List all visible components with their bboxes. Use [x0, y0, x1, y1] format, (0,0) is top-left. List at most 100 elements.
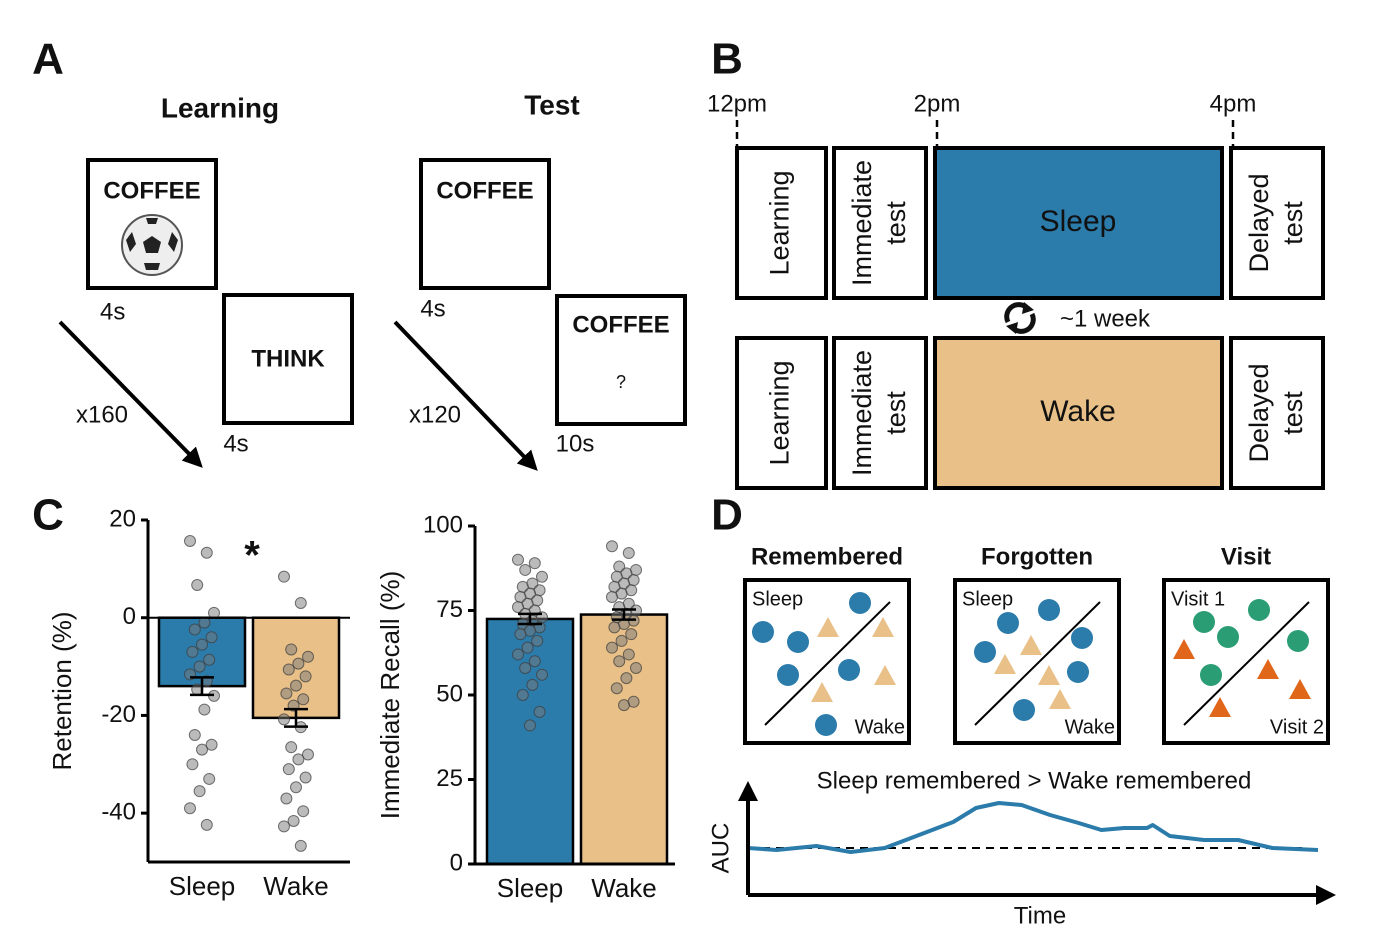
phase-label: test — [881, 391, 911, 435]
subject-point — [297, 693, 310, 706]
divider — [764, 601, 891, 726]
test-title: Test — [524, 89, 580, 120]
item-circle — [752, 621, 774, 643]
panel-letter: D — [711, 491, 743, 540]
subject-point — [287, 814, 300, 827]
subject-point — [278, 820, 290, 833]
subject-point — [198, 616, 211, 629]
subject-point — [294, 839, 307, 852]
duration: 10s — [556, 430, 595, 457]
phase-label: Delayed — [1244, 363, 1274, 462]
subject-point — [200, 546, 213, 559]
subject-point — [618, 699, 630, 712]
subject-point — [292, 753, 305, 766]
subject-point — [297, 805, 310, 818]
subject-point — [531, 634, 544, 647]
subject-point — [299, 771, 312, 784]
subject-point — [620, 672, 633, 685]
time-markers — [735, 120, 1235, 148]
cue-word: COFFEE — [103, 177, 200, 204]
subject-point — [196, 638, 208, 651]
y-tick-label: 0 — [123, 603, 136, 630]
chart-title: Sleep remembered > Wake remembered — [817, 767, 1252, 794]
subject-point — [200, 818, 213, 831]
subject-point — [512, 648, 524, 661]
subject-point — [514, 628, 527, 641]
subject-point — [205, 738, 218, 751]
subject-point — [280, 792, 293, 805]
prompt: ? — [616, 372, 626, 392]
auc-line — [747, 801, 1319, 854]
duration: 4s — [223, 430, 248, 457]
screen — [222, 293, 354, 425]
item-circle — [849, 592, 871, 614]
y-axis-label: Retention (%) — [47, 612, 77, 771]
item-circle — [838, 659, 860, 681]
subject-point — [512, 553, 524, 566]
condition-box — [933, 146, 1224, 300]
arrow — [58, 320, 203, 468]
cue-word: COFFEE — [436, 177, 533, 204]
subject-point — [186, 758, 199, 771]
subject-point — [615, 634, 628, 647]
item-triangle — [1049, 689, 1071, 709]
item-circle — [777, 664, 799, 686]
y-tick-label: 50 — [436, 680, 463, 707]
y-axis-label: Immediate Recall (%) — [375, 571, 405, 820]
phase-label: test — [881, 201, 911, 245]
repetitions: x160 — [76, 401, 128, 428]
y-tick-label: 20 — [109, 505, 136, 532]
subject-point — [524, 719, 536, 732]
subject-point — [536, 668, 548, 681]
subject-point — [606, 540, 618, 553]
subject-point — [622, 648, 635, 661]
x-tick-label: Wake — [263, 871, 329, 901]
subject-point — [302, 650, 314, 663]
y-tick-label: 25 — [436, 765, 463, 792]
subject-point — [536, 570, 548, 583]
phase-label: test — [1278, 201, 1308, 245]
phase-label: Learning — [765, 170, 795, 275]
divider — [1183, 601, 1310, 726]
corner-label: Visit 1 — [1171, 588, 1225, 610]
subject-point — [299, 670, 312, 683]
corner-label: Sleep — [752, 588, 803, 610]
schedule: Learning Immediate test Sleep Delayed testLea… — [735, 146, 1325, 490]
subject-point — [294, 597, 307, 610]
x-tick-label: Sleep — [169, 871, 236, 901]
box-title: Remembered — [751, 543, 903, 570]
x-tick-label: Wake — [591, 873, 657, 903]
subject-point — [285, 643, 298, 656]
item-circle — [974, 641, 996, 663]
subject-point — [278, 713, 290, 726]
subject-point — [528, 655, 541, 668]
item-triangle — [1289, 679, 1311, 699]
duration: 4s — [420, 295, 445, 322]
subject-point — [184, 535, 196, 548]
item-triangle — [872, 617, 894, 637]
subject-point — [519, 563, 532, 576]
panel-letter: B — [711, 35, 743, 84]
ball-icon — [121, 214, 183, 276]
gap-label: ~1 week — [1060, 305, 1151, 332]
item-triangle — [1173, 639, 1195, 659]
subject-point — [188, 728, 201, 741]
schematic-box — [1162, 578, 1330, 745]
significance: * — [244, 534, 260, 578]
screen — [419, 158, 551, 290]
subject-point — [613, 655, 626, 668]
item-triangle — [811, 682, 833, 702]
subject-point — [191, 578, 204, 591]
y-tick-label: -20 — [101, 701, 136, 728]
subject-point — [519, 661, 532, 674]
subject-point — [302, 748, 314, 761]
item-circle — [1287, 630, 1309, 652]
subject-point — [516, 689, 529, 701]
x-tick-label: Sleep — [497, 873, 564, 903]
corner-label: Sleep — [962, 588, 1013, 610]
phase-box — [735, 336, 828, 490]
subject-point — [205, 631, 218, 644]
phase-label: test — [1278, 391, 1308, 435]
panel-letter: C — [32, 491, 64, 540]
